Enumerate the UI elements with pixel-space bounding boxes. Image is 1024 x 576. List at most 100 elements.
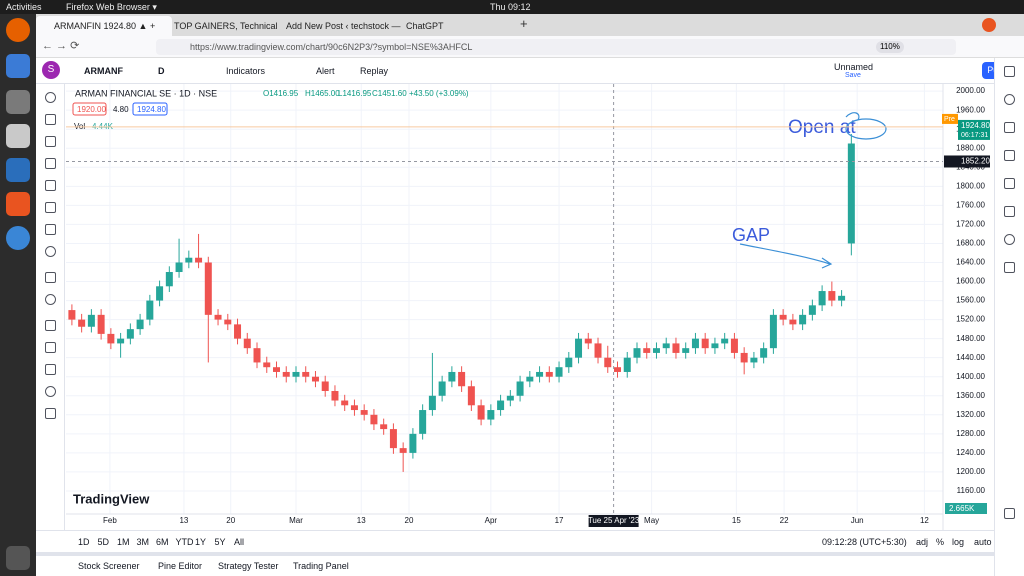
clock[interactable]: Thu 09:12 (490, 2, 531, 12)
fib-tool[interactable] (45, 136, 56, 147)
streams[interactable] (1004, 234, 1015, 245)
icon-tool[interactable] (45, 246, 56, 257)
mail-icon[interactable] (6, 54, 30, 78)
help[interactable] (1004, 508, 1015, 519)
candle-body (779, 314, 787, 320)
trend-line-tool[interactable] (45, 114, 56, 125)
candle-body (789, 319, 797, 325)
candle-body (526, 376, 534, 382)
help-icon[interactable] (6, 226, 30, 250)
layout-name[interactable]: Unnamed (834, 62, 874, 72)
y-tick-label: 1280.00 (956, 429, 985, 438)
lock-tool[interactable] (45, 342, 56, 353)
notifications[interactable] (1004, 262, 1015, 273)
ideas[interactable] (1004, 206, 1015, 217)
panel-tab[interactable]: Trading Panel (293, 561, 349, 571)
files-icon[interactable] (6, 90, 30, 114)
avatar[interactable]: S (42, 61, 60, 79)
candle-body (370, 414, 378, 425)
tab-title: TOP GAINERS, Technical (174, 21, 278, 31)
tab-bar: ARMANFIN 1924.80 ▲ + TOP GAINERS, Techni… (36, 14, 1024, 36)
measure-tool[interactable] (45, 272, 56, 283)
candle-body (175, 262, 183, 273)
period-button[interactable]: 5D (97, 537, 110, 547)
legend-change: +43.50 (+3.09%) (409, 89, 469, 98)
indicators[interactable]: Indicators (226, 66, 266, 76)
scale-option[interactable]: adj (916, 537, 929, 547)
tab[interactable]: Add New Post ‹ techstock — (268, 16, 404, 36)
calendar[interactable] (1004, 178, 1015, 189)
software-icon[interactable] (6, 192, 30, 216)
scale-option[interactable]: log (952, 537, 965, 547)
bid-box[interactable] (72, 102, 107, 116)
back-forward[interactable]: ← → ⟳ (42, 40, 80, 52)
watchlist[interactable] (1004, 66, 1015, 77)
rhythmbox-icon[interactable] (6, 124, 30, 148)
candle-body (399, 448, 407, 453)
magnet-tool[interactable] (45, 320, 56, 331)
volume-axis-box (945, 503, 987, 514)
url-field[interactable]: https://www.tradingview.com/chart/90c6N2… (156, 39, 956, 55)
scale-option[interactable]: % (936, 537, 945, 547)
candle-body (458, 371, 466, 387)
period-button[interactable]: All (234, 537, 245, 547)
symbol[interactable]: ARMANF (84, 66, 123, 76)
tab[interactable]: ChatGPT (388, 16, 516, 36)
candle-body (487, 410, 495, 420)
zoom-tool[interactable] (45, 294, 56, 305)
period-button[interactable]: 1Y (195, 537, 207, 547)
visibility-tool[interactable] (45, 386, 56, 397)
annotation-circle[interactable] (845, 118, 887, 140)
zoom[interactable]: 110% (876, 41, 904, 53)
panel-tab[interactable]: Strategy Tester (218, 561, 279, 571)
ask-box[interactable] (132, 102, 168, 116)
tab[interactable]: ARMANFIN 1924.80 ▲ + (36, 16, 172, 36)
firefox-icon[interactable] (6, 18, 30, 42)
candle-body (448, 371, 456, 382)
annotation-arrow[interactable] (739, 243, 833, 269)
panel-tab[interactable]: Pine Editor (158, 561, 203, 571)
pattern-tool[interactable] (45, 202, 56, 213)
annotation-scribble[interactable] (845, 112, 860, 121)
candle-body (808, 305, 816, 315)
save[interactable]: Save (845, 72, 861, 79)
panel-tab[interactable]: Stock Screener (78, 561, 140, 571)
apps-grid[interactable] (6, 546, 30, 570)
y-tick-label: 1720.00 (956, 220, 985, 229)
tab-title: Add New Post ‹ techstock — (286, 21, 401, 31)
hide-tool[interactable] (45, 364, 56, 375)
interval[interactable]: D (158, 66, 165, 76)
candle-body (409, 433, 417, 453)
period-button[interactable]: 6M (156, 537, 169, 547)
app-menu[interactable]: Firefox Web Browser ▾ (66, 2, 157, 12)
y-tick-label: 1320.00 (956, 410, 985, 419)
writer-icon[interactable] (6, 158, 30, 182)
cursor-tool[interactable] (45, 92, 56, 103)
delete-tool[interactable] (45, 408, 56, 419)
tab[interactable]: TOP GAINERS, Technical (156, 16, 284, 36)
period-button[interactable]: YTD (175, 537, 194, 547)
crosshair-date: Tue 25 Apr '23 (588, 516, 640, 525)
scale-option[interactable]: auto (974, 537, 992, 547)
candle-body (234, 324, 242, 339)
period-button[interactable]: 1D (78, 537, 90, 547)
candle-body (117, 338, 125, 344)
period-button[interactable]: 3M (136, 537, 150, 547)
alerts[interactable] (1004, 94, 1015, 105)
forecast-tool[interactable] (45, 224, 56, 235)
new-tab[interactable]: + (520, 16, 528, 31)
text-tool[interactable] (45, 180, 56, 191)
activities[interactable]: Activities (6, 2, 42, 12)
alert[interactable]: Alert (316, 66, 335, 76)
hotlists[interactable] (1004, 150, 1015, 161)
candle-body (360, 410, 368, 415)
period-button[interactable]: 1M (117, 537, 130, 547)
period-button[interactable]: 5Y (214, 537, 226, 547)
annotation-open-at[interactable]: Open at (788, 117, 856, 138)
data-window[interactable] (1004, 122, 1015, 133)
close-window[interactable] (982, 18, 996, 32)
replay[interactable]: Replay (360, 66, 389, 76)
brush-tool[interactable] (45, 158, 56, 169)
candle-body (477, 405, 485, 420)
annotation-gap[interactable]: GAP (732, 225, 770, 245)
